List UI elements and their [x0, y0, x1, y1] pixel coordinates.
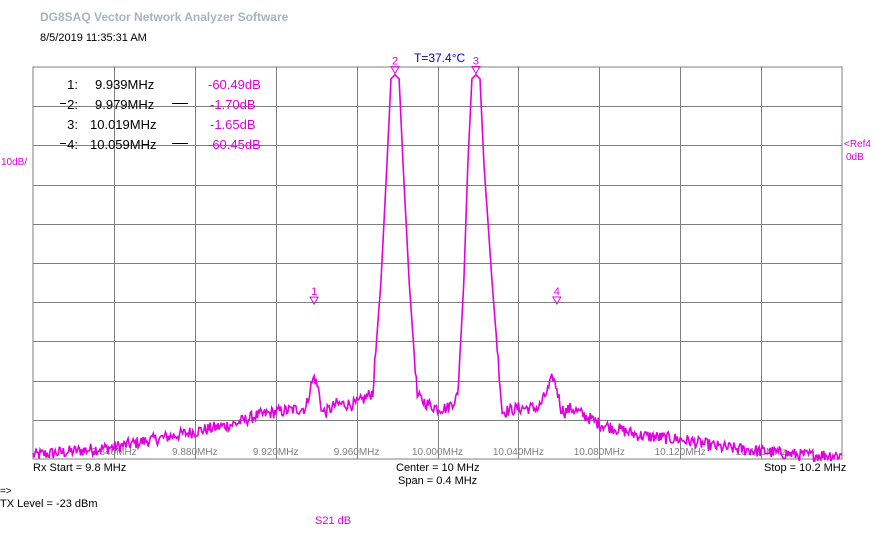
x-tick-label: 10.080MHz — [574, 447, 625, 458]
start-frequency-label: Rx Start = 9.8 MHz — [33, 462, 127, 474]
reference-level-label: 0dB — [846, 152, 864, 163]
span-label: Span = 0.4 MHz — [398, 475, 478, 487]
marker-4-number: 4: — [67, 137, 78, 152]
marker-1-number: 1: — [67, 77, 78, 92]
stop-frequency-label: Stop = 10.2 MHz — [764, 462, 847, 474]
temperature-readout: T=37.4°C — [414, 51, 466, 65]
timestamp: 8/5/2019 11:35:31 AM — [40, 32, 147, 44]
x-tick-label: 10.120MHz — [655, 447, 706, 458]
marker-1-value: -60.49dB — [208, 77, 261, 92]
marker-3-frequency: 10.019MHz — [90, 117, 157, 132]
marker-2-frequency: 9.979MHz — [95, 97, 155, 112]
x-tick-label: 9.960MHz — [334, 447, 380, 458]
center-frequency-label: Center = 10 MHz — [396, 462, 480, 474]
marker-4-label: 4 — [554, 286, 560, 298]
marker-1-label: 1 — [311, 286, 317, 298]
x-tick-label: 9.880MHz — [172, 447, 218, 458]
marker-4-value: -60.45dB — [208, 137, 261, 152]
trace-s21 — [32, 73, 843, 463]
x-tick-label: 10.000MHz — [412, 447, 463, 458]
trace-label: S21 dB — [315, 515, 352, 527]
reference-marker-label: <Ref4 — [844, 139, 871, 150]
x-tick-label: 9.840MHz — [91, 447, 137, 458]
marker-3-number: 3: — [67, 117, 78, 132]
marker-1-triangle — [309, 296, 319, 306]
x-tick-label: 10.040MHz — [493, 447, 544, 458]
marker-3-triangle — [471, 65, 481, 75]
app-title: DG8SAQ Vector Network Analyzer Software — [40, 10, 289, 24]
active-indicator: => — [0, 486, 12, 497]
marker-3-value: -1.65dB — [210, 117, 256, 132]
marker-2-number: 2: — [67, 97, 78, 112]
marker-2-value: -1.70dB — [210, 97, 256, 112]
marker-2-label: 2 — [392, 56, 398, 68]
marker-2-triangle — [390, 66, 400, 75]
marker-4-frequency: 10.059MHz — [90, 137, 157, 152]
tx-level-label: TX Level = -23 dBm — [0, 498, 98, 510]
marker-1-frequency: 9.939MHz — [95, 77, 155, 92]
scale-label: 10dB/ — [1, 157, 28, 168]
x-tick-label: 9.920MHz — [253, 447, 299, 458]
marker-3-label: 3 — [473, 55, 479, 67]
marker-4-triangle — [551, 296, 562, 305]
